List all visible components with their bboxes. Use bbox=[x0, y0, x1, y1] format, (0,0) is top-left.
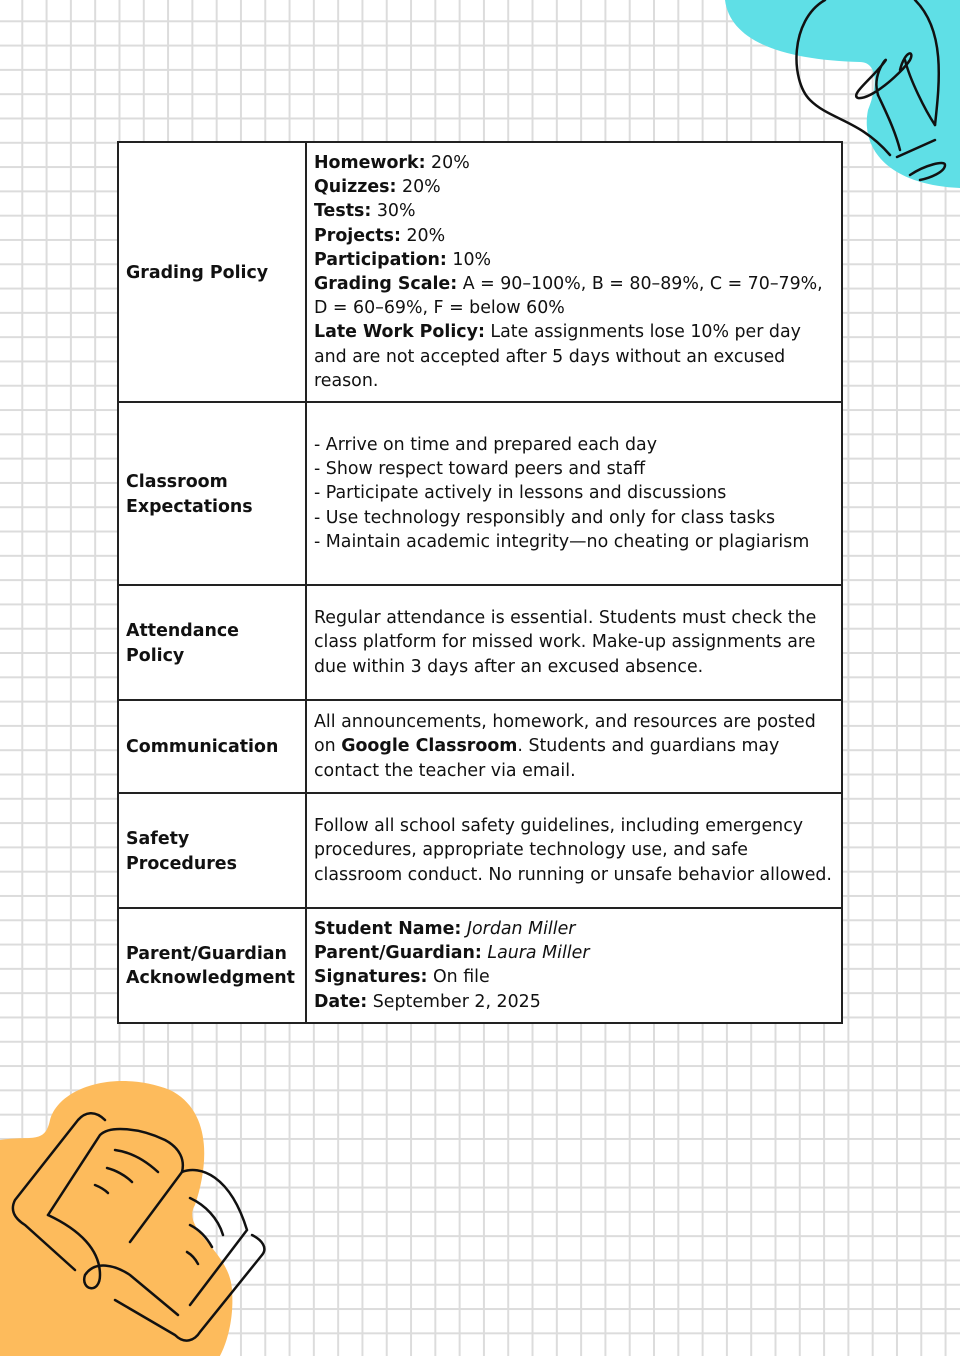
acknowledgment-content: Student Name: Jordan Miller Parent/Guardi… bbox=[305, 907, 843, 1024]
table-row: Parent/Guardian Acknowledgment Student N… bbox=[117, 907, 843, 1024]
lightbulb-icon bbox=[725, 0, 960, 188]
field-line: Projects: 20% bbox=[314, 224, 833, 248]
field-value: 30% bbox=[371, 201, 416, 222]
syllabus-table: Grading Policy Homework: 20% Quizzes: 20%… bbox=[117, 140, 843, 1024]
list-item: - Use technology responsibly and only fo… bbox=[314, 507, 776, 528]
list-item: - Maintain academic integrity—no cheatin… bbox=[314, 531, 810, 552]
field-line: Signatures: On file bbox=[314, 965, 833, 989]
list-item: - Arrive on time and prepared each day bbox=[314, 435, 657, 456]
table-row: Safety Procedures Follow all school safe… bbox=[117, 792, 843, 910]
field-label: Tests: bbox=[314, 201, 372, 222]
field-value: A = 90–100%, B = 80–89%, C = 70–79%, D =… bbox=[314, 274, 823, 319]
text: All announcements, homework, and resourc… bbox=[314, 712, 816, 757]
field-label: Late Work Policy: bbox=[314, 322, 485, 343]
field-value: Laura Miller bbox=[481, 943, 590, 964]
field-line: Grading Scale: A = 90–100%, B = 80–89%, … bbox=[314, 272, 833, 320]
table-row: Attendance Policy Regular attendance is … bbox=[117, 584, 843, 702]
field-line: Parent/Guardian: Laura Miller bbox=[314, 941, 833, 965]
table-row: Communication All announcements, homewor… bbox=[117, 699, 843, 795]
field-label: Signatures: bbox=[314, 967, 428, 988]
field-label: Quizzes: bbox=[314, 177, 397, 198]
row-label: Classroom Expectations bbox=[117, 401, 307, 587]
field-label: Date: bbox=[314, 991, 368, 1012]
field-label: Parent/Guardian: bbox=[314, 943, 482, 964]
row-label: Parent/Guardian Acknowledgment bbox=[117, 907, 307, 1024]
attendance-policy-content: Regular attendance is essential. Student… bbox=[305, 584, 843, 702]
text: . Students and guardians may contact the… bbox=[314, 736, 780, 781]
field-line: Tests: 30% bbox=[314, 199, 833, 223]
field-line: Date: September 2, 2025 bbox=[314, 990, 833, 1014]
field-line: Participation: 10% bbox=[314, 248, 833, 272]
row-label: Grading Policy bbox=[117, 140, 307, 404]
field-label: Projects: bbox=[314, 225, 401, 246]
field-value: 10% bbox=[446, 249, 492, 270]
row-label: Attendance Policy bbox=[117, 584, 307, 702]
field-label: Participation: bbox=[314, 249, 447, 270]
field-label: Student Name: bbox=[314, 919, 462, 940]
field-value: 20% bbox=[396, 177, 441, 198]
row-label: Safety Procedures bbox=[117, 792, 307, 910]
field-label: Homework: bbox=[314, 153, 426, 173]
field-line: Late Work Policy: Late assignments lose … bbox=[314, 320, 833, 393]
grading-policy-content: Homework: 20% Quizzes: 20% Tests: 30% Proje… bbox=[305, 140, 843, 404]
field-value: September 2, 2025 bbox=[367, 991, 541, 1012]
safety-procedures-content: Follow all school safety guidelines, inc… bbox=[305, 792, 843, 910]
table-row: Classroom Expectations - Arrive on time … bbox=[117, 401, 843, 587]
field-value: 20% bbox=[400, 225, 446, 246]
field-line: Homework: 20% bbox=[314, 151, 833, 175]
field-label: Grading Scale: bbox=[314, 274, 458, 295]
list-item: - Participate actively in lessons and di… bbox=[314, 483, 727, 504]
field-value: Late assignments lose 10% per day and ar… bbox=[314, 322, 801, 391]
table-row: Grading Policy Homework: 20% Quizzes: 20%… bbox=[117, 140, 843, 404]
field-value: On file bbox=[427, 967, 490, 988]
field-value: 20% bbox=[425, 153, 470, 173]
list-item: - Show respect toward peers and staff bbox=[314, 459, 646, 480]
classroom-expectations-content: - Arrive on time and prepared each day - … bbox=[305, 401, 843, 587]
field-value: Jordan Miller bbox=[461, 919, 576, 940]
field-line: Student Name: Jordan Miller bbox=[314, 917, 833, 941]
open-book-icon bbox=[0, 1081, 266, 1356]
communication-content: All announcements, homework, and resourc… bbox=[305, 699, 843, 795]
platform-name: Google Classroom bbox=[341, 736, 518, 757]
field-line: Quizzes: 20% bbox=[314, 175, 833, 199]
row-label: Communication bbox=[117, 699, 307, 795]
